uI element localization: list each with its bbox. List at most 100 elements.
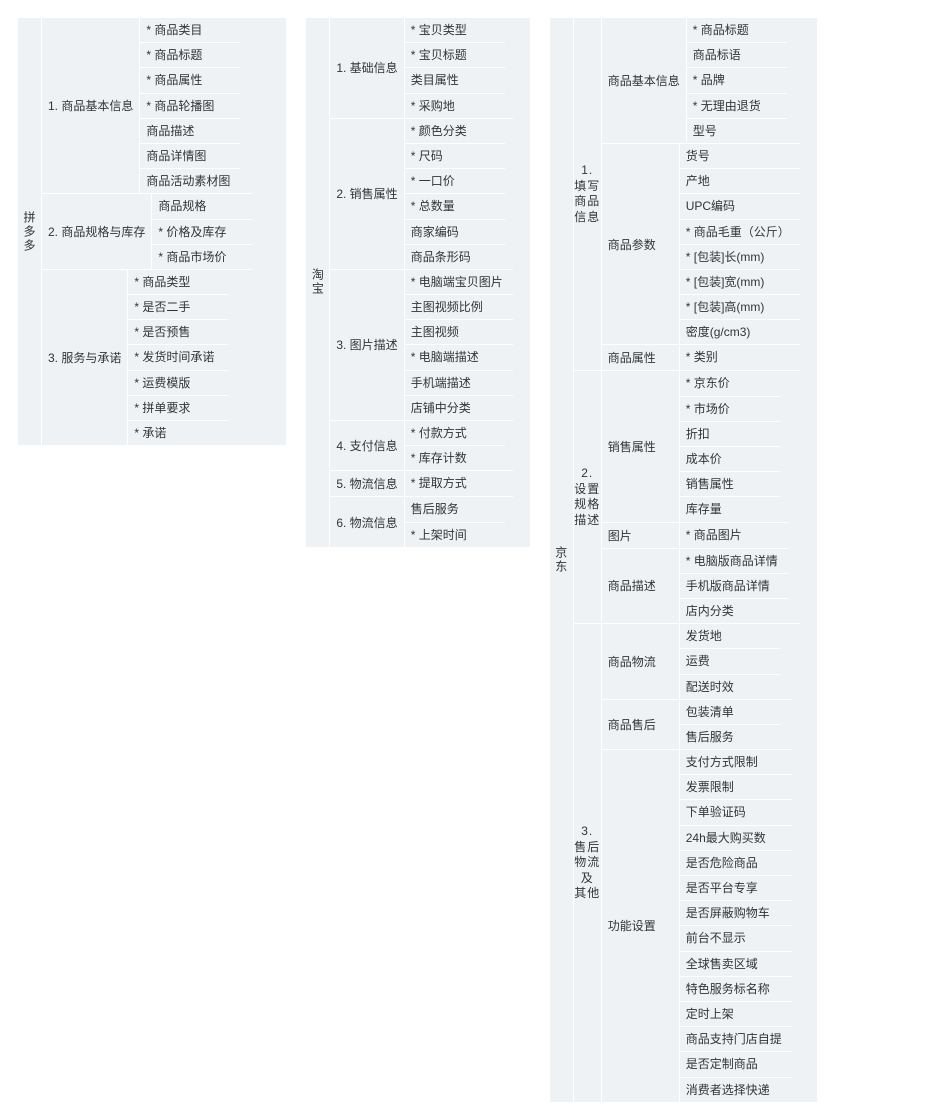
subgroup-list: 销售属性京东价市场价折扣成本价销售属性库存量图片商品图片商品描述电脑版商品详情手… <box>601 371 788 623</box>
leaf-item: 商品标语 <box>687 42 787 67</box>
leaf-item: 商品活动素材图 <box>140 168 240 193</box>
leaf-item: 商品市场价 <box>152 244 252 269</box>
leaf-item: 是否危险商品 <box>680 850 792 875</box>
leaf-item: 发货时间承诺 <box>128 344 228 369</box>
leaf-item: 尺码 <box>405 143 505 168</box>
leaf-item: 提取方式 <box>405 471 505 495</box>
leaf-list: 商品类型是否二手是否预售发货时间承诺运费模版拼单要求承诺 <box>127 270 228 445</box>
leaf-item: 支付方式限制 <box>680 750 792 774</box>
leaf-item: 品牌 <box>687 67 787 92</box>
leaf-item: 全球售卖区域 <box>680 951 792 976</box>
leaf-list: 提取方式 <box>404 471 505 496</box>
leaf-item: 无理由退货 <box>687 93 787 118</box>
subgroup-list: 商品物流发货地运费配送时效商品售后包装清单售后服务功能设置支付方式限制发票限制下… <box>601 624 792 1102</box>
group: 4. 支付信息付款方式库存计数 <box>329 420 512 470</box>
group-name: 3. 售后 物流 及 其他 <box>573 624 601 1102</box>
leaf-item: 商品类目 <box>140 18 240 42</box>
group-name: 2. 商品规格与库存 <box>41 194 151 269</box>
leaf-item: 是否预售 <box>128 319 228 344</box>
leaf-list: 商品规格价格及库存商品市场价 <box>151 194 252 269</box>
leaf-list: 商品标题商品标语品牌无理由退货型号 <box>686 18 787 143</box>
leaf-item: 店内分类 <box>680 598 788 623</box>
group: 3. 服务与承诺商品类型是否二手是否预售发货时间承诺运费模版拼单要求承诺 <box>41 269 252 445</box>
leaf-item: 主图视频比例 <box>405 294 513 319</box>
leaf-item: 售后服务 <box>405 497 505 521</box>
leaf-item: 价格及库存 <box>152 219 252 244</box>
leaf-item: [包装]宽(mm) <box>680 269 800 294</box>
group-name: 1. 基础信息 <box>329 18 403 118</box>
pillar-body: 1. 基础信息宝贝类型宝贝标题类目属性采购地2. 销售属性颜色分类尺码一口价总数… <box>329 18 512 547</box>
subgroup: 销售属性京东价市场价折扣成本价销售属性库存量 <box>601 371 788 521</box>
leaf-item: 发货地 <box>680 624 780 648</box>
group-name: 2. 销售属性 <box>329 119 403 269</box>
leaf-list: 售后服务上架时间 <box>404 497 505 546</box>
subgroup: 商品基本信息商品标题商品标语品牌无理由退货型号 <box>601 18 800 143</box>
group-name: 1. 填写 商品 信息 <box>573 18 601 370</box>
leaf-item: 商品详情图 <box>140 143 240 168</box>
leaf-item: 类目属性 <box>405 67 505 92</box>
leaf-item: 商品条形码 <box>405 244 505 269</box>
subgroup-name: 功能设置 <box>601 750 679 1102</box>
leaf-item: 拼单要求 <box>128 395 228 420</box>
leaf-item: 京东价 <box>680 371 780 395</box>
subgroup-name: 图片 <box>601 523 679 548</box>
leaf-list: 类别 <box>679 345 780 370</box>
pillar-name: 京东 <box>550 18 573 1102</box>
leaf-item: 商品标题 <box>687 18 787 42</box>
group-name: 5. 物流信息 <box>329 471 403 496</box>
subgroup-name: 商品售后 <box>601 700 679 749</box>
pillar: 淘宝1. 基础信息宝贝类型宝贝标题类目属性采购地2. 销售属性颜色分类尺码一口价… <box>306 18 529 547</box>
leaf-item: 成本价 <box>680 446 780 471</box>
leaf-item: 发票限制 <box>680 774 792 799</box>
leaf-item: 货号 <box>680 144 800 168</box>
subgroup-name: 商品基本信息 <box>601 18 686 143</box>
leaf-item: 是否二手 <box>128 294 228 319</box>
leaf-item: 商品规格 <box>152 194 252 218</box>
pillar-name: 淘宝 <box>306 18 329 547</box>
leaf-item: 一口价 <box>405 168 505 193</box>
leaf-list: 商品类目商品标题商品属性商品轮播图商品描述商品详情图商品活动素材图 <box>139 18 240 193</box>
group: 3. 售后 物流 及 其他商品物流发货地运费配送时效商品售后包装清单售后服务功能… <box>573 623 800 1102</box>
leaf-item: 定时上架 <box>680 1001 792 1026</box>
group: 1. 基础信息宝贝类型宝贝标题类目属性采购地 <box>329 18 512 118</box>
leaf-item: 商品类型 <box>128 270 228 294</box>
leaf-list: 付款方式库存计数 <box>404 421 505 470</box>
leaf-item: 是否定制商品 <box>680 1051 792 1076</box>
leaf-item: 电脑版商品详情 <box>680 549 788 573</box>
leaf-item: 产地 <box>680 168 800 193</box>
group: 1. 填写 商品 信息商品基本信息商品标题商品标语品牌无理由退货型号商品参数货号… <box>573 18 800 370</box>
leaf-item: 商品描述 <box>140 118 240 143</box>
leaf-item: 上架时间 <box>405 522 505 547</box>
leaf-item: 包装清单 <box>680 700 780 724</box>
leaf-item: 宝贝类型 <box>405 18 505 42</box>
leaf-list: 包装清单售后服务 <box>679 700 780 749</box>
leaf-item: 前台不显示 <box>680 925 792 950</box>
leaf-item: 电脑端描述 <box>405 344 513 369</box>
leaf-item: 24h最大购买数 <box>680 825 792 850</box>
subgroup: 商品物流发货地运费配送时效 <box>601 624 792 699</box>
leaf-item: 类别 <box>680 345 780 369</box>
leaf-item: 商品图片 <box>680 523 780 547</box>
leaf-item: 承诺 <box>128 420 228 445</box>
leaf-item: 店铺中分类 <box>405 395 513 420</box>
subgroup: 功能设置支付方式限制发票限制下单验证码24h最大购买数是否危险商品是否平台专享是… <box>601 749 792 1102</box>
leaf-item: 市场价 <box>680 396 780 421</box>
leaf-item: 售后服务 <box>680 724 780 749</box>
subgroup-name: 商品描述 <box>601 549 679 624</box>
group: 3. 图片描述电脑端宝贝图片主图视频比例主图视频电脑端描述手机端描述店铺中分类 <box>329 269 512 420</box>
group-name: 4. 支付信息 <box>329 421 403 470</box>
subgroup-name: 销售属性 <box>601 371 679 521</box>
leaf-item: 商品轮播图 <box>140 93 240 118</box>
pillar-name: 拼多多 <box>18 18 41 445</box>
leaf-item: 商家编码 <box>405 219 505 244</box>
group: 2. 商品规格与库存商品规格价格及库存商品市场价 <box>41 193 252 269</box>
leaf-item: 商品标题 <box>140 42 240 67</box>
leaf-item: 采购地 <box>405 93 505 118</box>
leaf-item: [包装]高(mm) <box>680 294 800 319</box>
group: 5. 物流信息提取方式 <box>329 470 512 496</box>
leaf-item: [包装]长(mm) <box>680 244 800 269</box>
leaf-item: 库存计数 <box>405 445 505 470</box>
leaf-item: 商品属性 <box>140 67 240 92</box>
leaf-item: 商品支持门店自提 <box>680 1026 792 1051</box>
leaf-list: 货号产地UPC编码商品毛重（公斤）[包装]长(mm)[包装]宽(mm)[包装]高… <box>679 144 800 345</box>
